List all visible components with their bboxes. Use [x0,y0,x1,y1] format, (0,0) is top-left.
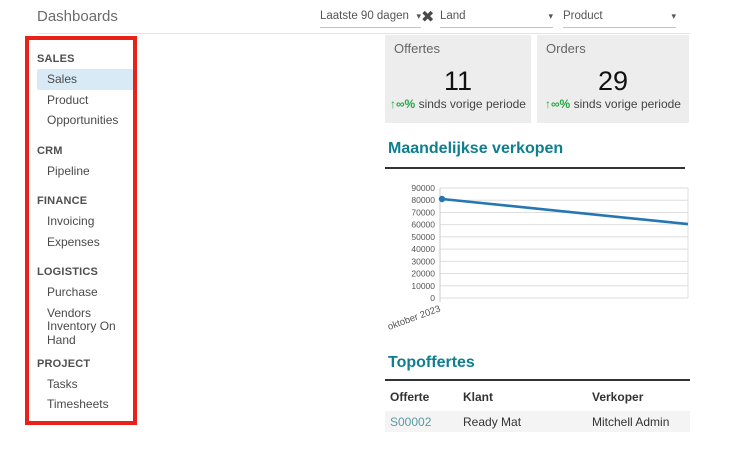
sidebar-item-timesheets[interactable]: Timesheets [47,397,109,412]
sidebar-item-invoicing[interactable]: Invoicing [47,214,95,229]
sidebar-item-vendors[interactable]: Vendors [47,305,92,320]
sidebar-section-logistics: LOGISTICS Purchase Vendors Inventory On Han… [37,262,135,348]
y-tick-label: 60000 [411,220,435,230]
sales-line-series [441,197,689,226]
table-title: Topoffertes [388,354,475,371]
table-title-underline [385,379,690,381]
kpi-title: Orders [546,41,586,56]
y-tick-label: 40000 [411,244,435,254]
top-quotes-table: Offerte Klant Verkoper S00002 Ready Mat Mitch… [385,386,690,432]
arrow-up-icon: ↑∞% [545,97,571,111]
sidebar-item-expenses[interactable]: Expenses [47,234,100,249]
page-title: Dashboards [37,8,118,25]
sidebar-item-opportunities[interactable]: Opportunities [47,113,119,128]
column-header-offerte: Offerte [390,390,430,404]
kpi-card-offertes: Offertes 11 ↑∞% sinds vorige periode [385,35,531,123]
sidebar-item-tasks[interactable]: Tasks [47,376,78,391]
table-cell: Mitchell Admin [592,414,670,429]
sidebar-section-finance: FINANCE Invoicing Expenses [37,191,135,252]
kpi-value: 11 [443,66,473,96]
column-header-verkoper: Verkoper [592,390,644,404]
filter-period[interactable]: Laatste 90 dagen ▾ [320,6,421,28]
filter-country-value: Land [440,10,466,22]
column-header-klant: Klant [463,390,493,404]
quote-link[interactable]: S00002 [390,414,432,429]
x-tick-label: oktober 2023 [386,304,442,333]
kpi-title: Offertes [394,41,441,56]
table-row[interactable]: S00002 Ready Mat Mitchell Admin [385,411,690,432]
sidebar-item-sales[interactable]: Sales [37,69,135,90]
sidebar-item-pipeline[interactable]: Pipeline [47,163,90,178]
y-tick-label: 70000 [411,207,435,217]
filter-country[interactable]: Land ▾ [440,6,553,28]
y-tick-label: 90000 [411,183,435,193]
sidebar-section-header: LOGISTICS [37,266,99,278]
table-cell: Ready Mat [463,414,522,429]
chevron-down-icon[interactable]: ▾ [548,10,553,21]
sidebar-section-sales: SALES Sales Product Opportunities [37,49,135,131]
filter-period-value: Laatste 90 dagen [320,10,409,22]
kpi-card-orders: Orders 29 ↑∞% sinds vorige periode [537,35,689,123]
filter-product[interactable]: Product ▾ [563,6,676,28]
sidebar-section-header: CRM [37,144,63,157]
chart-title-underline [385,167,685,169]
header-divider [37,33,690,34]
sidebar-section-header: FINANCE [37,195,88,207]
y-tick-label: 10000 [411,281,435,291]
arrow-up-icon: ↑∞% [390,97,416,111]
y-tick-label: 30000 [411,256,435,266]
chart-title: Maandelijkse verkopen [388,140,564,157]
sidebar-item-inventory-on-hand[interactable]: Inventory On Hand [47,319,116,348]
y-tick-label: 50000 [411,232,435,242]
y-tick-label: 80000 [411,195,435,205]
sidebar-section-header: SALES [37,53,75,65]
table-header-row: Offerte Klant Verkoper [385,386,690,408]
data-point-marker [438,195,446,203]
close-icon: ✖ [421,8,435,26]
kpi-delta: ↑∞% sinds vorige periode [390,97,526,111]
sidebar-item-product[interactable]: Product [47,92,89,107]
chevron-down-icon[interactable]: ▾ [416,10,421,21]
filter-clear-button[interactable]: ✖ [421,6,434,27]
sidebar-section-header: PROJECT [37,357,91,370]
y-tick-label: 20000 [411,269,435,279]
sidebar-section-crm: CRM Pipeline [37,141,135,182]
kpi-value: 29 [597,66,629,96]
y-tick-label: 0 [430,293,435,303]
sidebar-item-purchase[interactable]: Purchase [47,285,98,300]
filter-product-value: Product [563,10,603,22]
sidebar-section-project: PROJECT Tasks Timesheets [37,354,135,415]
kpi-delta: ↑∞% sinds vorige periode [545,97,681,111]
monthly-sales-line-chart: 0 10000 20000 30000 40000 50000 60000 70000 8000… [386,183,689,333]
chevron-down-icon[interactable]: ▾ [671,10,676,21]
sidebar: SALES Sales Product Opportunities CRM Pipelin… [37,39,135,415]
